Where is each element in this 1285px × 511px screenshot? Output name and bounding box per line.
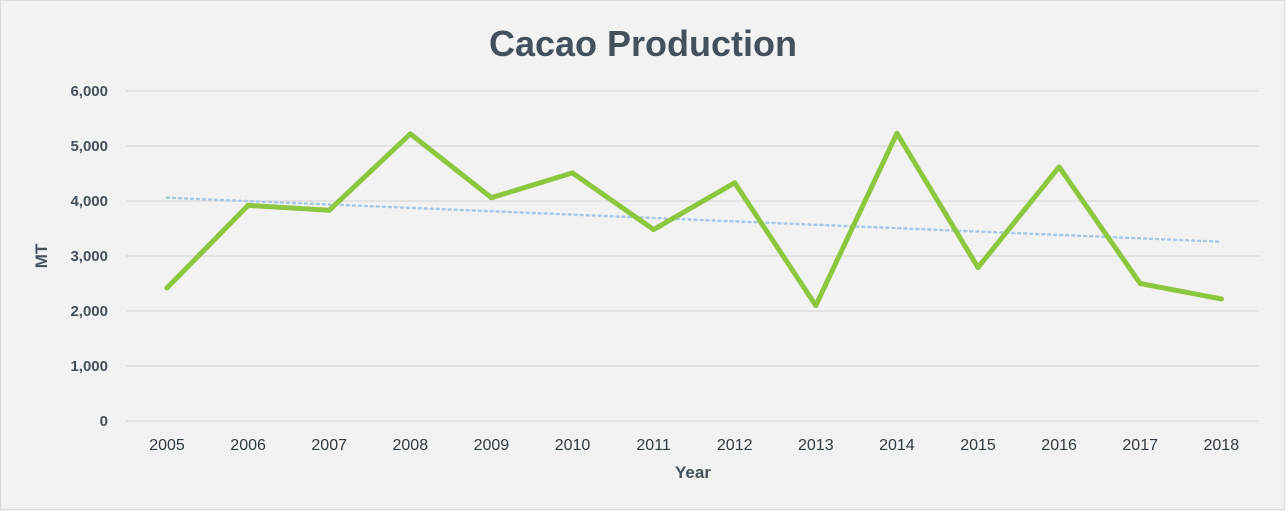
data-point (732, 180, 738, 186)
data-point (245, 202, 251, 208)
linear-trendline (165, 196, 1223, 243)
y-tick-label: 6,000 (70, 83, 108, 100)
x-tick-label: 2007 (311, 437, 347, 454)
series-line (164, 130, 1224, 308)
x-axis-title: Year (675, 463, 711, 482)
x-tick-label: 2006 (230, 437, 266, 454)
data-point (651, 227, 657, 233)
x-tick-label: 2015 (960, 437, 996, 454)
x-tick-label: 2018 (1204, 437, 1240, 454)
y-tick-label: 5,000 (70, 138, 108, 155)
x-tick-label: 2010 (555, 437, 591, 454)
data-point (407, 131, 413, 137)
y-tick-label: 4,000 (70, 193, 108, 210)
x-tick-label: 2009 (474, 437, 510, 454)
x-tick-label: 2016 (1041, 437, 1077, 454)
series-layer (164, 130, 1224, 308)
x-tick-label: 2014 (879, 437, 915, 454)
x-tick-label: 2013 (798, 437, 834, 454)
x-axis-ticks: 2005 2006 2007 2008 2009 2010 2011 2012 2013 2014… (149, 437, 1239, 454)
data-point (488, 195, 494, 201)
x-tick-label: 2017 (1122, 437, 1158, 454)
data-point (570, 170, 575, 176)
data-point (1056, 164, 1062, 170)
data-point (975, 265, 981, 271)
y-tick-label: 3,000 (70, 248, 108, 265)
data-point (1218, 296, 1224, 302)
x-tick-label: 2005 (149, 437, 185, 454)
x-tick-label: 2012 (717, 437, 753, 454)
data-point (326, 207, 332, 213)
y-tick-label: 2,000 (70, 303, 108, 320)
data-point (164, 285, 170, 291)
x-tick-label: 2008 (393, 437, 429, 454)
chart-title: Cacao Production (489, 23, 797, 64)
x-tick-label: 2011 (636, 437, 671, 454)
data-point (1137, 281, 1143, 286)
gridlines (126, 90, 1259, 422)
y-axis-ticks: 0 1,000 2,000 3,000 4,000 5,000 6,000 (70, 83, 108, 430)
y-tick-label: 0 (100, 413, 108, 430)
y-tick-label: 1,000 (70, 358, 108, 375)
data-point (894, 130, 900, 136)
trendline-layer (165, 196, 1223, 243)
data-point (813, 303, 819, 308)
y-axis-title: MT (32, 243, 51, 268)
